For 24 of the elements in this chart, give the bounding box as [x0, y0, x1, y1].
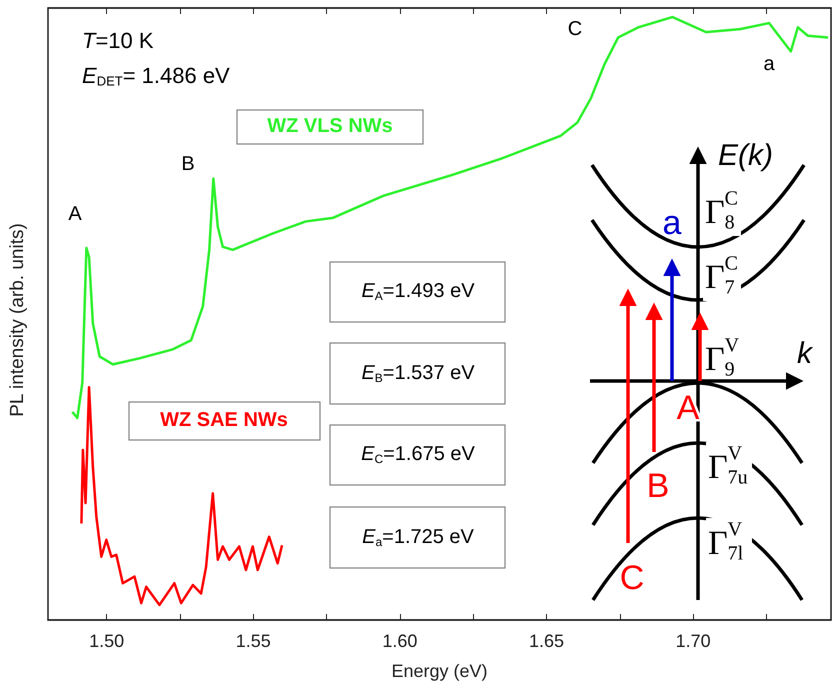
y-axis-title: PL intensity (arb. units): [7, 223, 28, 417]
annotation: T=10 K: [82, 28, 154, 53]
x-tick-label: 1.65: [529, 631, 564, 651]
annotation: B: [646, 466, 670, 505]
annotation: E$_{B}$=1.537 eV: [361, 362, 476, 386]
annotation: C: [568, 18, 582, 40]
annotation: E(k): [718, 138, 773, 172]
text: WZ SAE NWs: [160, 409, 288, 432]
annotation: k: [797, 336, 814, 370]
annotation: E$_{a}$=1.725 eV: [362, 526, 475, 550]
x-tick-label: 1.50: [89, 631, 124, 651]
annotation: E$_{DET}$= 1.486 eV: [82, 62, 230, 89]
annotation: a: [763, 53, 776, 76]
annotation: a: [662, 204, 682, 242]
annotation: E$_{C}$=1.675 eV: [361, 443, 476, 466]
x-tick-label: 1.55: [236, 631, 271, 651]
annotation: B: [181, 153, 195, 176]
x-tick-label: 1.60: [382, 631, 418, 651]
x-tick-label: 1.70: [676, 631, 711, 651]
text: WZ VLS NWs: [267, 115, 393, 138]
annotation: C: [620, 558, 644, 597]
annotation: A: [68, 203, 82, 226]
x-axis-title: Energy (eV): [391, 661, 488, 681]
annotation: E$_{A}$=1.493 eV: [361, 280, 476, 304]
